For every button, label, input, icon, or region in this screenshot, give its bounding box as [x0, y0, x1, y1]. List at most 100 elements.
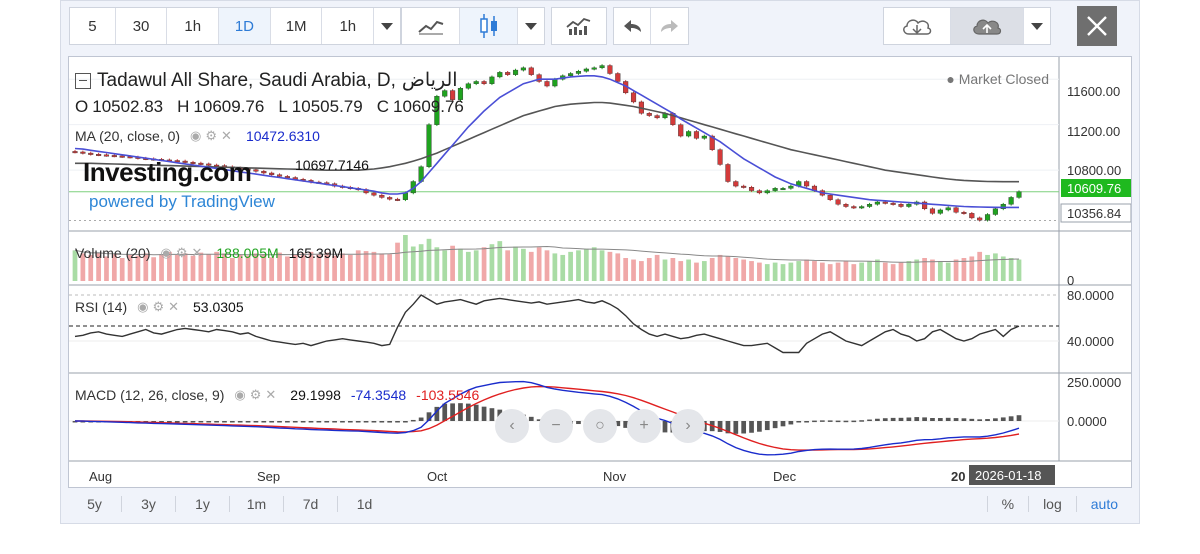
price-tick-label: 10800.00 — [1067, 163, 1121, 178]
indicators-button[interactable] — [552, 8, 606, 44]
settings-icon[interactable]: ◉⚙✕ — [160, 245, 207, 260]
interval-5-button[interactable]: 5 — [70, 8, 116, 44]
macd-histogram-bar — [316, 421, 322, 423]
volume-bar — [764, 264, 770, 281]
candle-body — [111, 155, 117, 158]
candle-body — [379, 194, 385, 198]
time-axis-label: Oct — [427, 469, 448, 484]
undo-icon — [624, 20, 641, 32]
candle-body — [969, 213, 975, 219]
cursor-date-badge — [969, 465, 1055, 485]
chart-canvas[interactable]: 11600.00 11200.00 10800.00 10609.76 1035… — [69, 57, 1131, 487]
zoom-in-icon[interactable]: + — [627, 409, 661, 443]
candle-body — [544, 81, 550, 87]
macd-histogram-bar — [898, 417, 904, 421]
candle-body — [269, 172, 275, 175]
interval-1h-alt-button[interactable]: 1h — [322, 8, 375, 44]
scroll-right-icon[interactable]: › — [671, 409, 705, 443]
percent-scale-button[interactable]: % — [986, 496, 1028, 512]
interval-30-button[interactable]: 30 — [116, 8, 168, 44]
interval-1d-button[interactable]: 1D — [219, 8, 271, 44]
candlestick-chart-button[interactable] — [460, 8, 518, 44]
macd-histogram-bar — [835, 420, 841, 423]
cloud-toolbar — [883, 7, 1051, 45]
volume-bar — [670, 258, 676, 281]
volume-bar — [646, 258, 652, 281]
macd-histogram-bar — [206, 421, 212, 423]
volume-bar — [812, 261, 817, 281]
volume-bar — [418, 244, 424, 281]
macd-line — [74, 380, 1020, 456]
volume-bar — [875, 259, 880, 281]
ohlc-open-label: O — [75, 97, 89, 116]
volume-bar — [631, 259, 636, 281]
interval-dropdown-button[interactable] — [374, 8, 400, 44]
volume-bar — [159, 254, 164, 281]
interval-1h-button[interactable]: 1h — [167, 8, 220, 44]
macd-histogram-bar — [347, 421, 353, 423]
redo-button[interactable] — [651, 8, 688, 44]
zoom-out-icon[interactable]: − — [539, 409, 573, 443]
macd-histogram-bar — [819, 420, 825, 422]
reset-icon[interactable]: ○ — [583, 409, 617, 443]
macd-histogram-bar — [403, 421, 408, 423]
volume-bar — [528, 251, 534, 281]
candle-body — [827, 194, 833, 200]
chart-area[interactable]: 11600.00 11200.00 10800.00 10609.76 1035… — [68, 56, 1132, 488]
macd-histogram-bar — [906, 417, 912, 421]
line-chart-button[interactable] — [402, 8, 460, 44]
volume-bar — [505, 250, 511, 281]
load-chart-button[interactable] — [884, 8, 952, 44]
volume-bar — [678, 261, 684, 281]
symbol-title: Tadawul All Share, Saudi Arabia, D, — [97, 69, 396, 91]
volume-bar — [151, 257, 157, 281]
volume-bar — [88, 254, 94, 281]
auto-scale-button[interactable]: auto — [1075, 496, 1132, 512]
close-button[interactable] — [1077, 6, 1117, 46]
volume-bar — [269, 257, 275, 281]
candle-body — [866, 204, 873, 207]
macd-histogram-bar — [174, 421, 180, 423]
candle-body — [481, 81, 487, 84]
interval-1m-button[interactable]: 1M — [271, 8, 323, 44]
redo-icon — [660, 20, 678, 32]
candle-body — [497, 72, 503, 78]
volume-bar — [552, 253, 558, 281]
settings-icon[interactable]: ◉⚙✕ — [190, 128, 236, 143]
candle-body — [630, 92, 637, 103]
log-scale-button[interactable]: log — [1028, 496, 1076, 512]
macd-histogram-bar — [167, 421, 172, 423]
save-chart-button[interactable] — [951, 8, 1025, 44]
cloud-dropdown-button[interactable] — [1024, 8, 1050, 44]
candle-body — [512, 69, 519, 75]
range-1m-button[interactable]: 1m — [230, 496, 284, 512]
range-1y-button[interactable]: 1y — [176, 496, 230, 512]
settings-icon[interactable]: ◉⚙✕ — [137, 299, 184, 314]
range-7d-button[interactable]: 7d — [284, 496, 338, 512]
candle-body — [961, 212, 967, 214]
macd-histogram-bar — [977, 419, 983, 421]
volume-bar — [867, 261, 872, 281]
chart-type-dropdown-button[interactable] — [518, 8, 544, 44]
macd-histogram-bar — [355, 421, 361, 423]
macd-signal-value: -103.5546 — [416, 387, 480, 403]
collapse-icon[interactable] — [75, 72, 91, 89]
macd-line-value: -74.3548 — [350, 387, 407, 403]
price-tick-label: 11200.00 — [1067, 124, 1120, 139]
range-3y-button[interactable]: 3y — [122, 496, 176, 512]
candle-body — [992, 208, 998, 215]
volume-bar — [591, 247, 597, 281]
candle-body — [709, 135, 715, 150]
macd-histogram-bar — [300, 421, 306, 423]
range-1d-button[interactable]: 1d — [356, 496, 373, 512]
candle-body — [607, 65, 613, 74]
range-5y-button[interactable]: 5y — [68, 496, 122, 512]
candle-body — [748, 187, 755, 191]
settings-icon[interactable]: ◉⚙✕ — [234, 387, 281, 402]
volume-bar — [1008, 258, 1014, 281]
rsi-legend: RSI (14) ◉⚙✕ 53.0305 — [75, 299, 244, 315]
time-axis-label: Nov — [603, 469, 627, 484]
scroll-left-icon[interactable]: ‹ — [495, 409, 529, 443]
volume-bar — [851, 264, 857, 281]
undo-button[interactable] — [614, 8, 652, 44]
